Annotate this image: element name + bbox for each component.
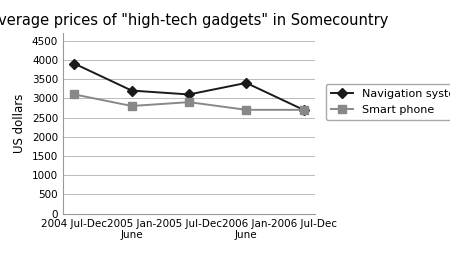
Line: Navigation system: Navigation system	[71, 60, 307, 114]
Smart phone	[72, 93, 77, 96]
Smart phone	[301, 108, 306, 112]
Smart phone	[186, 101, 192, 104]
Navigation system	[186, 93, 192, 96]
Smart phone	[129, 104, 135, 108]
Line: Smart phone: Smart phone	[71, 91, 307, 114]
Y-axis label: US dollars: US dollars	[14, 94, 27, 153]
Navigation system	[129, 89, 135, 92]
Title: Average prices of "high-tech gadgets" in Somecountry: Average prices of "high-tech gadgets" in…	[0, 13, 389, 28]
Smart phone	[243, 108, 249, 112]
Legend: Navigation system, Smart phone: Navigation system, Smart phone	[326, 84, 450, 120]
Navigation system	[301, 108, 306, 112]
Navigation system	[72, 62, 77, 65]
Navigation system	[243, 81, 249, 85]
